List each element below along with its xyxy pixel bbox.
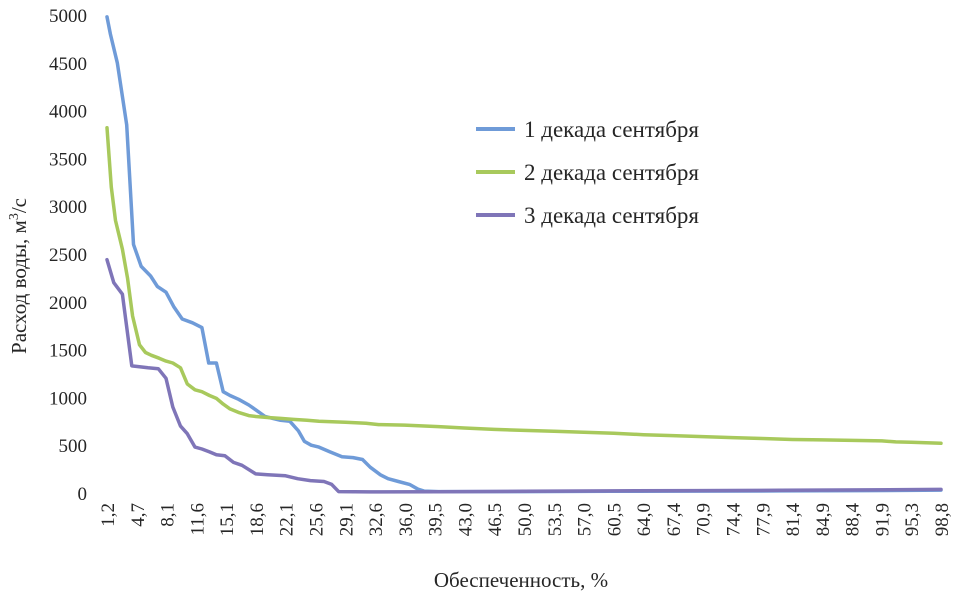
x-tick-label: 25,6: [307, 503, 328, 536]
x-tick-label: 18,6: [247, 503, 268, 536]
y-tick-label: 0: [78, 484, 88, 505]
x-axis-tick-labels: 1,2 4,7 8,1 11,6 15,1 18,6 22,1 25,6 29,1 32,6 36,…: [98, 503, 953, 537]
x-tick-label: 70,9: [694, 503, 715, 536]
y-tick-label: 1500: [49, 341, 87, 362]
legend-label-3: 3 декада сентября: [524, 203, 699, 228]
y-axis-title-main: Расход воды, м: [7, 220, 31, 354]
x-tick-label: 53,5: [545, 503, 566, 536]
x-tick-label: 36,0: [396, 503, 417, 536]
x-tick-label: 4,7: [128, 503, 149, 527]
x-tick-label: 46,5: [485, 503, 506, 536]
x-tick-label: 95,3: [902, 503, 923, 536]
y-tick-label: 3000: [49, 197, 87, 218]
x-tick-label: 22,1: [277, 503, 298, 536]
y-axis-title-tail: /с: [7, 198, 31, 213]
series-line-1: [105, 15, 943, 494]
x-tick-label: 67,4: [664, 503, 685, 537]
x-axis-title: Обеспеченность, %: [434, 568, 608, 592]
x-tick-label: 57,0: [575, 503, 596, 536]
series-line-3: [105, 257, 943, 494]
x-tick-label: 64,0: [634, 503, 655, 536]
x-tick-label: 88,4: [843, 503, 864, 537]
y-axis-title-superscript: 3: [7, 213, 22, 220]
x-tick-label: 32,6: [366, 503, 387, 536]
x-tick-label: 39,5: [426, 503, 447, 536]
x-tick-label: 1,2: [98, 503, 119, 527]
x-tick-label: 98,8: [932, 503, 953, 536]
x-tick-label: 11,6: [187, 503, 208, 536]
x-tick-label: 81,4: [783, 503, 804, 537]
series-line-2: [105, 126, 943, 446]
x-tick-label: 84,9: [813, 503, 834, 536]
legend-label-2: 2 декада сентября: [524, 160, 699, 185]
series-lines: [105, 15, 943, 494]
x-tick-label: 74,4: [724, 503, 745, 537]
x-tick-label: 43,0: [455, 503, 476, 536]
y-tick-label: 2500: [49, 245, 87, 266]
x-tick-label: 15,1: [217, 503, 238, 536]
y-axis-title: Расход воды, м3/с: [7, 198, 31, 354]
x-tick-label: 29,1: [336, 503, 357, 536]
x-tick-label: 50,0: [515, 503, 536, 536]
y-tick-label: 5000: [49, 6, 87, 27]
legend-label-1: 1 декада сентября: [524, 117, 699, 142]
x-tick-label: 77,9: [753, 503, 774, 536]
y-tick-label: 1000: [49, 388, 87, 409]
x-tick-label: 91,9: [872, 503, 893, 536]
y-tick-label: 500: [59, 436, 88, 457]
y-tick-label: 4500: [49, 54, 87, 75]
y-tick-label: 2000: [49, 293, 87, 314]
x-tick-label: 8,1: [158, 503, 179, 527]
x-tick-label: 60,5: [604, 503, 625, 536]
y-tick-label: 3500: [49, 149, 87, 170]
y-tick-label: 4000: [49, 102, 87, 123]
y-axis-tick-labels: 0 500 1000 1500 2000 2500 3000 3500 4000 4500 5000: [49, 6, 87, 505]
legend: 1 декада сентября 2 декада сентября 3 дека…: [476, 117, 699, 228]
